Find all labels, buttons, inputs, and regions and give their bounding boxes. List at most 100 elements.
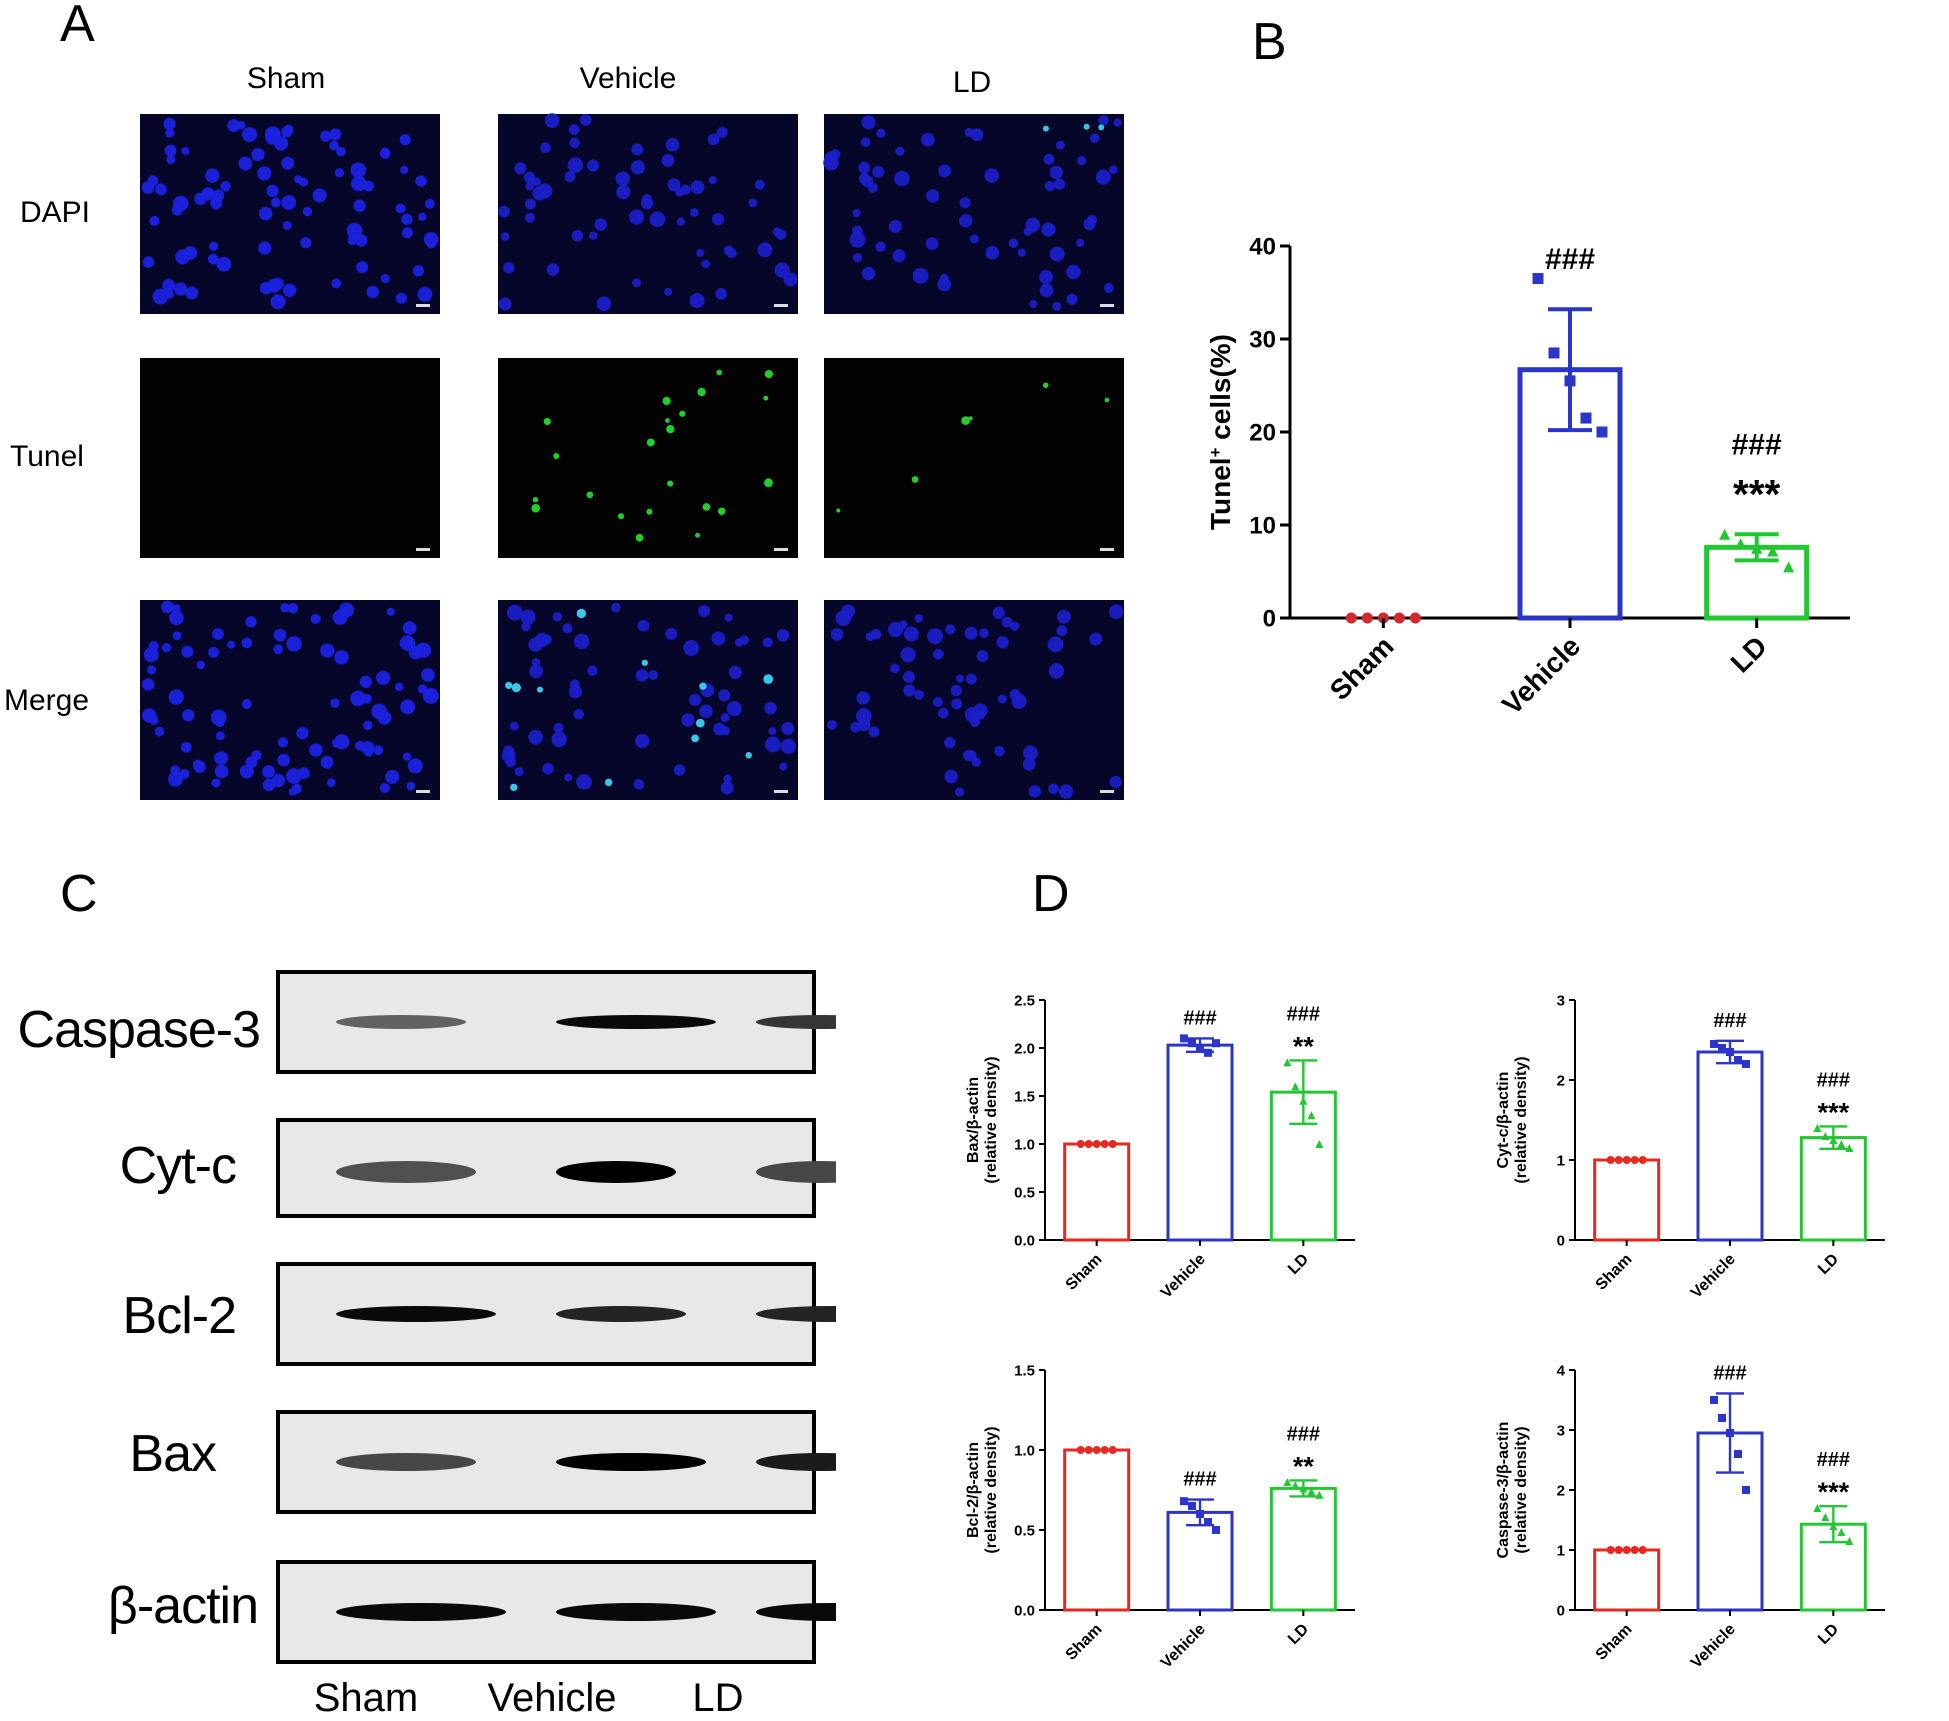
data-point-b-sham — [1393, 612, 1405, 624]
data-point-d1-ld — [1307, 1111, 1316, 1120]
data-point-b-ld — [1735, 538, 1747, 550]
data-point-d2-sham — [1614, 1156, 1623, 1164]
significance-label-b-ld: *** — [1733, 471, 1781, 517]
lane-label-ld: LD — [692, 1676, 744, 1720]
data-point-d2-ld — [1837, 1140, 1846, 1148]
y-axis-label-d4: Caspase-3/β-actin — [1495, 1422, 1512, 1559]
data-point-b-sham — [1409, 612, 1421, 624]
data-point-b-sham — [1361, 612, 1373, 624]
micrograph-tunel-ld — [824, 358, 1124, 558]
lane-label-vehicle: Vehicle — [487, 1676, 617, 1720]
data-point-d1-vehicle — [1212, 1039, 1220, 1048]
band-cytc-sham — [336, 1161, 476, 1183]
row-label-tunel: Tunel — [10, 440, 84, 473]
row-label-merge: Merge — [4, 684, 90, 717]
x-tick-label-b-sham: Sham — [1324, 630, 1400, 706]
y-axis-label-d2: Cyt-c/β-actin — [1495, 1072, 1512, 1169]
y-axis-label-d3: Bcl-2/β-actin — [965, 1442, 982, 1538]
y-tick-label-d4: 3 — [1557, 1422, 1565, 1439]
y-tick-label-d1: 2.0 — [1014, 1040, 1035, 1057]
data-point-d3-ld — [1291, 1481, 1300, 1490]
data-point-d3-sham — [1100, 1446, 1109, 1454]
bar-d1-sham — [1063, 1142, 1131, 1242]
x-tick-label-b-ld: LD — [1725, 630, 1773, 678]
y-tick-label-d4: 2 — [1557, 1482, 1565, 1499]
panel-label-c: C — [60, 865, 98, 923]
significance-label-d4-ld: *** — [1818, 1477, 1850, 1507]
data-point-d2-sham — [1606, 1156, 1615, 1164]
bar-d2-sham — [1593, 1158, 1661, 1242]
data-point-d4-ld — [1813, 1504, 1822, 1512]
y-tick-label-b: 30 — [1249, 326, 1276, 353]
data-point-b-vehicle — [1548, 347, 1560, 359]
data-point-d3-vehicle — [1212, 1526, 1220, 1534]
y-tick-label-d4: 0 — [1557, 1602, 1565, 1619]
significance-label-d1-ld: ** — [1293, 1031, 1315, 1061]
significance-label-d3-vehicle: ### — [1183, 1469, 1216, 1491]
panel-label-a: A — [60, 0, 95, 53]
data-point-d2-ld — [1821, 1132, 1830, 1140]
cytc-bar-chart: 0 1 2 3 Cyt-c/β-actin (relative density) Sham #… — [1495, 992, 1885, 1302]
micrograph-tunel-vehicle — [498, 358, 798, 558]
x-tick-label-d4-ld: LD — [1815, 1621, 1842, 1648]
data-point-b-vehicle — [1564, 375, 1576, 387]
band-caspase3-sham — [336, 1015, 466, 1029]
band-caspase3-vehicle — [556, 1015, 716, 1029]
data-point-d4-ld — [1845, 1537, 1854, 1545]
data-point-d4-ld — [1821, 1513, 1830, 1521]
data-point-d3-ld — [1315, 1490, 1324, 1499]
bar-d2-vehicle — [1696, 1050, 1764, 1242]
data-point-d4-ld — [1837, 1528, 1846, 1536]
micrograph-dapi-sham — [140, 114, 440, 314]
x-tick-label-d1-sham: Sham — [1063, 1251, 1106, 1294]
bcl2-bar-chart: 0.0 0.5 1.0 1.5 Bcl-2/β-actin (relative densi… — [965, 1362, 1355, 1672]
blot-bands — [336, 1015, 836, 1621]
bar-d4-sham — [1593, 1548, 1661, 1612]
y-axis-label-d2: (relative density) — [1513, 1056, 1530, 1183]
data-point-d4-sham — [1630, 1546, 1639, 1554]
data-point-d2-ld — [1813, 1124, 1822, 1132]
blot-label-bcl2: Bcl-2 — [122, 1287, 237, 1345]
column-label-sham: Sham — [246, 62, 326, 95]
microscopy-images — [140, 113, 1124, 800]
bar-d3-vehicle — [1166, 1510, 1234, 1612]
data-point-d2-ld — [1829, 1136, 1838, 1144]
bar-d3-sham — [1063, 1448, 1131, 1612]
x-tick-label-d2-sham: Sham — [1593, 1251, 1636, 1294]
y-tick-label-d1: 0.0 — [1014, 1232, 1035, 1249]
y-tick-label-d4: 1 — [1557, 1542, 1565, 1559]
panel-label-d: D — [1032, 865, 1070, 923]
data-point-d1-vehicle — [1204, 1048, 1212, 1057]
data-point-d2-vehicle — [1726, 1048, 1734, 1056]
data-point-d2-vehicle — [1718, 1044, 1726, 1052]
y-tick-label-d3: 1.0 — [1014, 1442, 1035, 1459]
data-point-d2-sham — [1622, 1156, 1631, 1164]
micrograph-merge-sham — [140, 600, 440, 800]
data-point-b-ld — [1751, 542, 1763, 554]
y-tick-label-d3: 0.5 — [1014, 1522, 1035, 1539]
bar-d3-ld — [1269, 1486, 1337, 1612]
data-point-d1-sham — [1100, 1140, 1109, 1148]
data-point-b-vehicle — [1532, 273, 1544, 285]
data-point-d2-sham — [1630, 1156, 1639, 1164]
data-point-d2-vehicle — [1734, 1056, 1742, 1064]
micrograph-dapi-ld — [823, 114, 1124, 314]
band-bax-vehicle — [556, 1453, 706, 1471]
data-point-d4-sham — [1606, 1546, 1615, 1554]
y-tick-label-d4: 4 — [1557, 1362, 1566, 1379]
x-tick-label-d2-vehicle: Vehicle — [1688, 1251, 1739, 1302]
data-point-d4-vehicle — [1742, 1486, 1750, 1494]
data-point-d3-vehicle — [1204, 1518, 1212, 1526]
data-point-d3-ld — [1283, 1478, 1292, 1486]
y-tick-label-d2: 2 — [1557, 1072, 1565, 1089]
significance-label-d3-ld: ** — [1293, 1451, 1315, 1481]
y-tick-label-d2: 0 — [1557, 1232, 1565, 1249]
data-point-d1-ld — [1291, 1082, 1300, 1091]
x-tick-label-d3-sham: Sham — [1063, 1621, 1106, 1664]
data-point-d3-ld — [1299, 1484, 1308, 1493]
data-point-b-vehicle — [1596, 426, 1608, 438]
column-label-ld: LD — [952, 66, 992, 99]
y-axis-label-d3: (relative density) — [983, 1426, 1000, 1553]
data-point-d2-vehicle — [1742, 1060, 1750, 1068]
micrograph-merge-ld — [824, 600, 1124, 800]
